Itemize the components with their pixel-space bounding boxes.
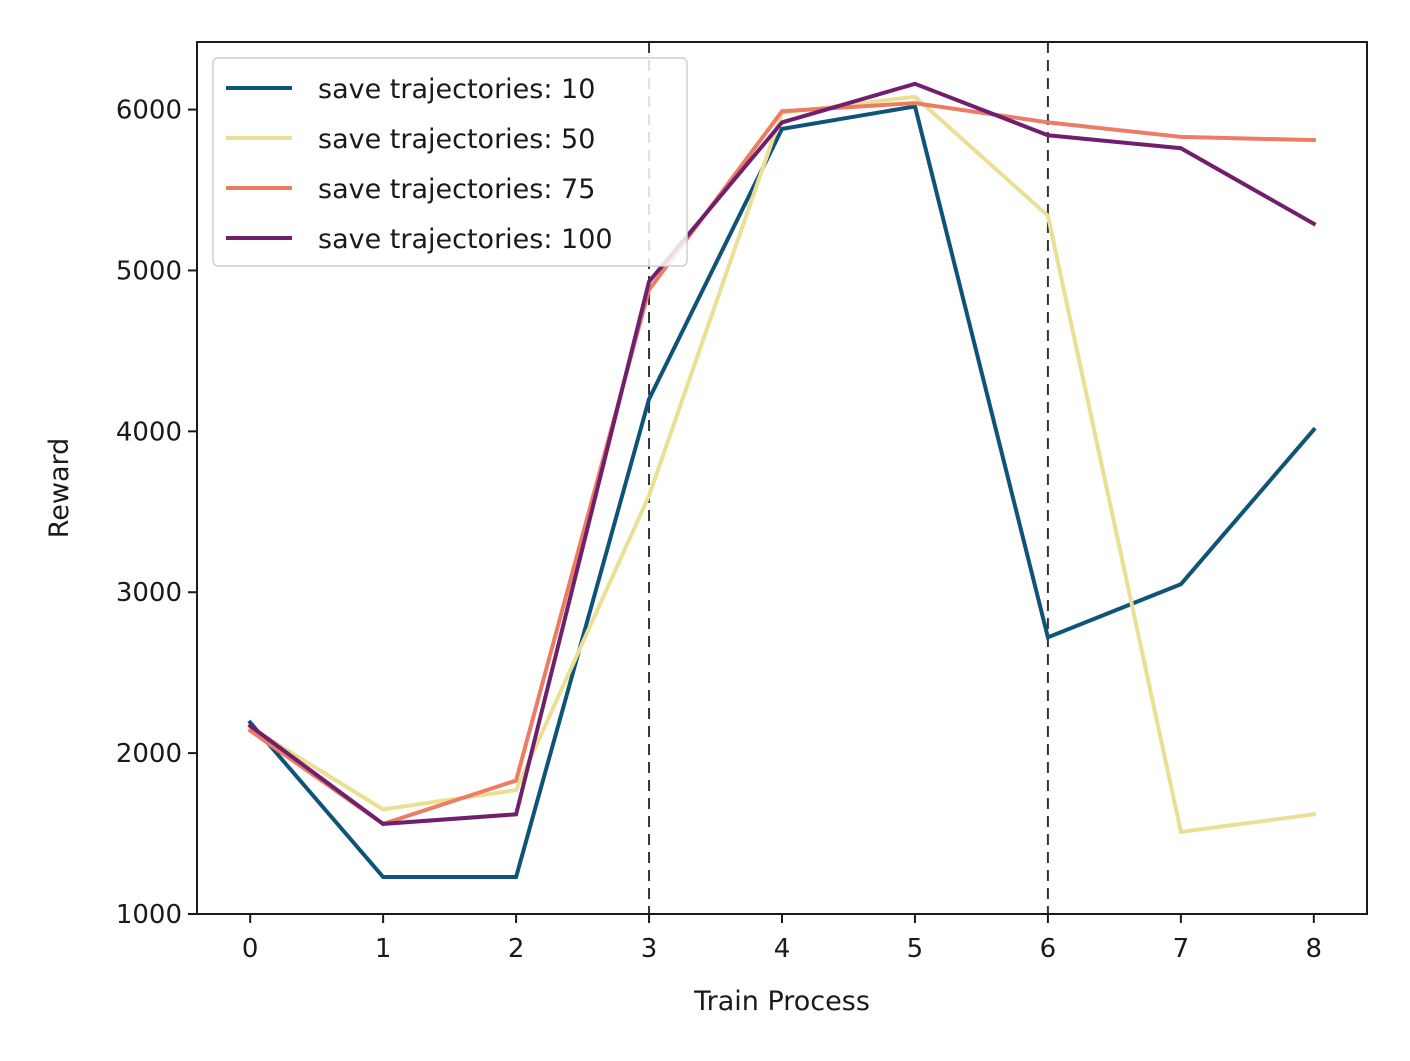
x-axis: 0 1 2 3 4 5 6 7 8 (242, 914, 1322, 964)
data-point (913, 82, 917, 86)
data-point (248, 721, 252, 725)
data-point (248, 724, 252, 728)
x-tick-label: 1 (375, 934, 392, 964)
x-tick-label: 5 (907, 934, 924, 964)
x-tick-label: 8 (1306, 934, 1323, 964)
y-tick-label: 4000 (116, 417, 182, 447)
data-point (514, 788, 518, 792)
series-lines (247, 81, 1317, 879)
data-point (1179, 135, 1183, 139)
x-axis-label: Train Process (693, 986, 870, 1017)
data-point (913, 95, 917, 99)
x-tick-label: 4 (774, 934, 791, 964)
legend-label-2: save trajectories: 75 (318, 174, 595, 205)
data-point (647, 280, 651, 284)
x-tick-label: 2 (508, 934, 525, 964)
data-point (780, 109, 784, 113)
data-point (1312, 428, 1316, 432)
legend-label-0: save trajectories: 10 (318, 74, 595, 105)
y-tick-label: 3000 (116, 578, 182, 608)
data-point (647, 494, 651, 498)
data-point (514, 812, 518, 816)
data-point (381, 822, 385, 826)
y-tick-label: 1000 (116, 900, 182, 930)
x-tick-label: 7 (1173, 934, 1190, 964)
legend: save trajectories: 10 save trajectories: … (212, 57, 688, 267)
y-tick-label: 6000 (116, 96, 182, 126)
data-point (248, 729, 252, 733)
data-point (1312, 138, 1316, 142)
data-point (1046, 214, 1050, 218)
data-point (1312, 222, 1316, 226)
data-point (1046, 635, 1050, 639)
data-point (1312, 812, 1316, 816)
data-point (1179, 146, 1183, 150)
data-point (913, 101, 917, 105)
y-tick-label: 5000 (116, 256, 182, 286)
data-point (647, 397, 651, 401)
y-tick-label: 2000 (116, 739, 182, 769)
legend-label-3: save trajectories: 100 (318, 224, 613, 255)
data-point (780, 127, 784, 131)
x-tick-label: 3 (641, 934, 658, 964)
data-point (780, 120, 784, 124)
data-point (913, 104, 917, 108)
y-axis: 1000 2000 3000 4000 5000 6000 (116, 96, 197, 930)
x-tick-label: 0 (242, 934, 259, 964)
data-point (1179, 582, 1183, 586)
x-tick-label: 6 (1040, 934, 1057, 964)
data-point (1179, 830, 1183, 834)
data-point (1046, 133, 1050, 137)
data-point (381, 875, 385, 879)
data-point (381, 807, 385, 811)
data-point (514, 875, 518, 879)
data-point (1046, 120, 1050, 124)
legend-box (212, 57, 688, 267)
data-point (514, 778, 518, 782)
legend-label-1: save trajectories: 50 (318, 124, 595, 155)
y-axis-label: Reward (44, 438, 75, 539)
